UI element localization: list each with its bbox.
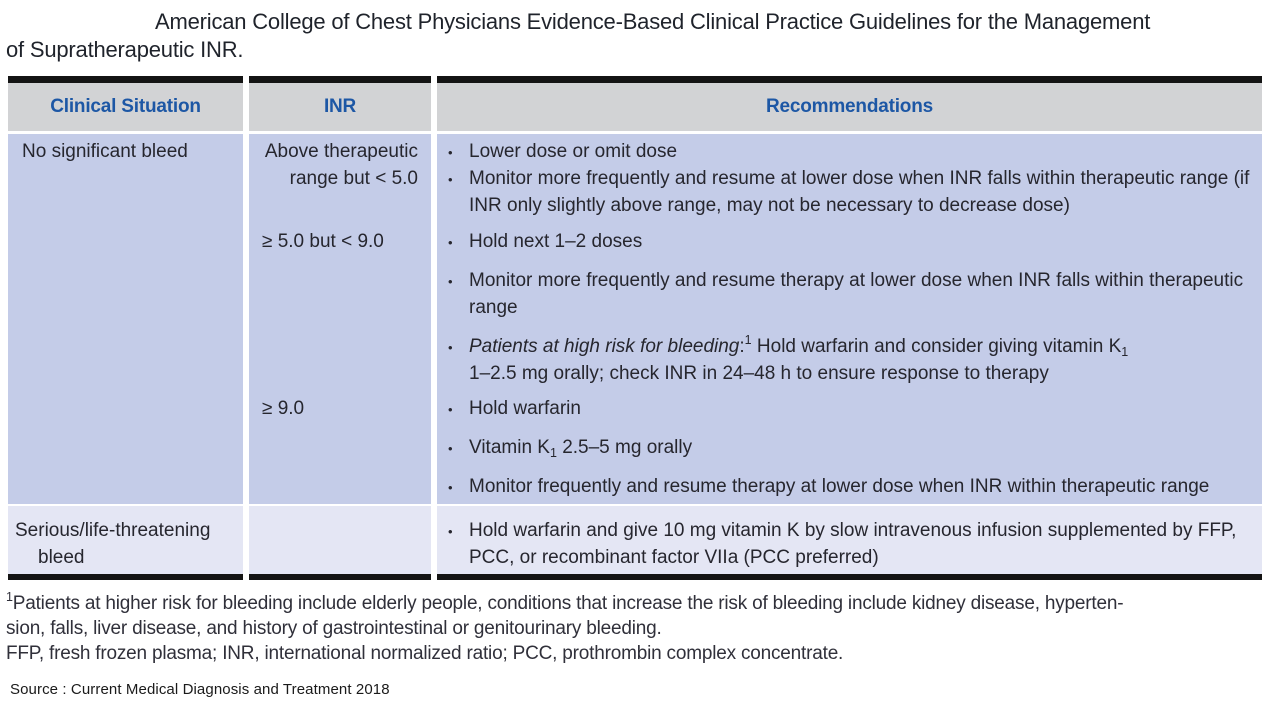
page-title-line-1: American College of Chest Physicians Evi… [155,9,1151,34]
list-item: Monitor more frequently and resume at lo… [437,165,1252,219]
cell-inr-empty [249,506,431,574]
list-item: Hold warfarin and give 10 mg vitamin K b… [437,517,1252,571]
bottom-border-segment-1 [8,574,243,580]
bottom-border-segment-2 [249,574,431,580]
cell-recommendations-group-a: Lower dose or omit dose Monitor more fre… [437,134,1262,219]
high-risk-text: Hold warfarin and consider giving vitami… [751,336,1122,357]
recommendation-list-serious-bleed: Hold warfarin and give 10 mg vitamin K b… [437,517,1262,571]
list-item: Hold warfarin [437,395,1252,423]
cell-recommendations-group-b: Hold next 1–2 doses Monitor more frequen… [437,219,1262,387]
vitamin-k1-subscript: 1 [549,446,557,460]
cell-inr-9-plus: ≥ 9.0 [249,387,431,504]
column-header-inr: INR [249,83,431,131]
list-item-high-risk-bleeding: Patients at high risk for bleeding:1 Hol… [437,333,1252,387]
cell-inr-above-therapeutic: Above therapeutic range but < 5.0 [249,134,431,219]
cell-recommendations-group-c: Hold warfarin Vitamin K1 2.5–5 mg orally… [437,387,1262,504]
inr-value-line-1: Above therapeutic [264,141,418,162]
top-border-segment-3 [437,76,1262,83]
vitamin-k1-subscript: 1 [1121,345,1129,359]
footnote-1-line-2: sion, falls, liver disease, and history … [6,618,662,639]
row-serious-bleed: Serious/life-threatening bleed Hold warf… [8,506,1262,574]
table-bottom-border [8,574,1262,580]
footnote-1-marker: 1 [6,589,13,604]
table-top-border [8,76,1262,83]
footnote-1-text: Patients at higher risk for bleeding inc… [12,593,1124,614]
table-header-row: Clinical Situation INR Recommendations [8,83,1262,131]
list-item: Hold next 1–2 doses [437,228,1252,256]
inr-value-line-2: range but < 5.0 [289,168,418,189]
cell-inr-5-to-9: ≥ 5.0 but < 9.0 [249,219,431,387]
cell-recommendations-serious-bleed: Hold warfarin and give 10 mg vitamin K b… [437,506,1262,574]
inr-value: ≥ 9.0 [262,398,305,419]
vitamin-k-dose-text: 2.5–5 mg orally [556,437,693,458]
inr-value: ≥ 5.0 but < 9.0 [262,231,384,252]
situation-text: Serious/life-threatening bleed [15,520,211,568]
recommendation-list-group-a: Lower dose or omit dose Monitor more fre… [437,138,1262,219]
situation-text: No significant bleed [22,141,188,162]
row-no-significant-bleed-group-b: ≥ 5.0 but < 9.0 Hold next 1–2 doses Moni… [8,219,1262,387]
footnote-1-line-1: 1Patients at higher risk for bleeding in… [6,589,1262,616]
abbreviations-note: FFP, fresh frozen plasma; INR, internati… [6,643,844,664]
row-no-significant-bleed-group-c: ≥ 9.0 Hold warfarin Vitamin K1 2.5–5 mg … [8,387,1262,504]
vitamin-k-text: Vitamin K [469,437,550,458]
list-item: Monitor more frequently and resume thera… [437,267,1252,321]
list-item-vitamin-k: Vitamin K1 2.5–5 mg orally [437,434,1252,462]
recommendation-list-group-b: Hold next 1–2 doses Monitor more frequen… [437,228,1262,387]
column-header-recommendations: Recommendations [437,83,1262,131]
page: American College of Chest Physicians Evi… [0,8,1271,698]
list-item: Lower dose or omit dose [437,138,1252,166]
footnotes: 1Patients at higher risk for bleeding in… [6,589,1262,666]
list-item: Monitor frequently and resume therapy at… [437,473,1252,501]
page-title-line-2: of Supratherapeutic INR. [6,37,244,62]
high-risk-italic-text: Patients at high risk for bleeding [469,336,740,357]
inr-guidelines-table: Clinical Situation INR Recommendations N… [8,76,1262,580]
high-risk-text-line-2: 1–2.5 mg orally; check INR in 24–48 h to… [469,363,1049,384]
source-attribution: Source : Current Medical Diagnosis and T… [10,681,390,698]
column-header-clinical-situation: Clinical Situation [8,83,243,131]
cell-situation-spacer [8,219,243,387]
cell-situation-spacer [8,387,243,504]
recommendation-list-group-c: Hold warfarin Vitamin K1 2.5–5 mg orally… [437,395,1262,501]
footnote-marker-1: 1 [744,332,752,347]
cell-situation-no-significant-bleed: No significant bleed [8,134,243,219]
row-no-significant-bleed-group-a: No significant bleed Above therapeutic r… [8,134,1262,219]
cell-situation-serious-bleed: Serious/life-threatening bleed [8,506,243,574]
bottom-border-segment-3 [437,574,1262,580]
top-border-segment-1 [8,76,243,83]
page-title: American College of Chest Physicians Evi… [6,8,1262,64]
top-border-segment-2 [249,76,431,83]
colon: : [739,336,745,357]
